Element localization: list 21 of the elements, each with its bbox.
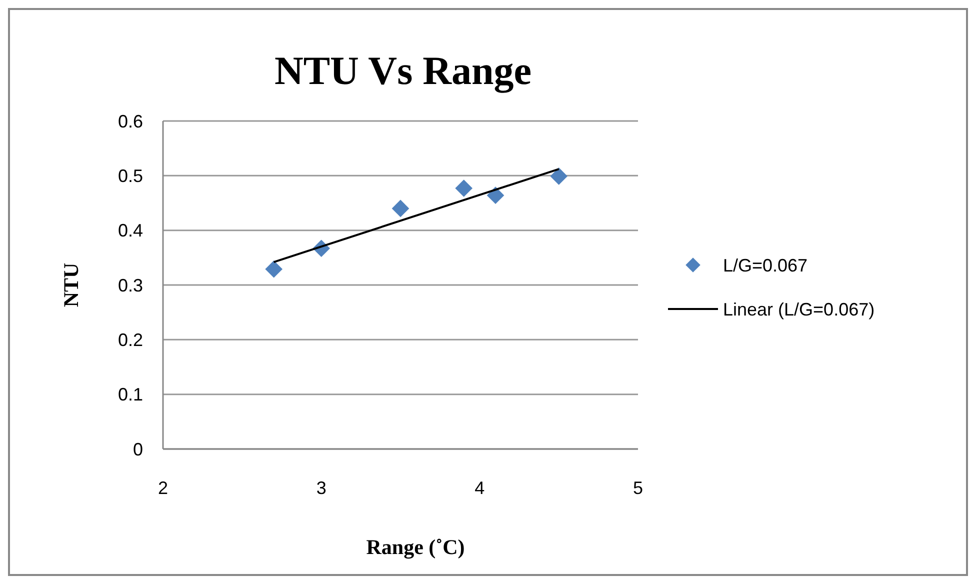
y-tick-label: 0.3 <box>118 275 143 296</box>
y-tick-label: 0.5 <box>118 166 143 186</box>
y-tick-label: 0.2 <box>118 330 143 350</box>
x-tick-label: 5 <box>632 478 644 498</box>
x-tick-label: 4 <box>474 478 485 498</box>
x-tick-label: 2 <box>158 478 168 498</box>
legend-label: Linear (L/G=0.067) <box>723 299 875 320</box>
y-axis-title: NTU <box>59 262 83 308</box>
point <box>455 180 472 197</box>
y-tick-label: 0.4 <box>118 220 143 241</box>
legend-label: L/G=0.067 <box>723 255 808 276</box>
y-tick-label: 0.6 <box>118 111 143 132</box>
y-tick-label: 0 <box>132 439 143 460</box>
point <box>550 168 568 185</box>
x-axis-title: Range (˚C) <box>366 535 465 559</box>
point <box>392 200 410 218</box>
point <box>265 260 282 278</box>
chart-title: NTU Vs Range <box>274 48 532 93</box>
point <box>486 186 504 204</box>
y-tick-label: 0.1 <box>118 384 143 405</box>
x-tick-label: 3 <box>316 478 326 498</box>
